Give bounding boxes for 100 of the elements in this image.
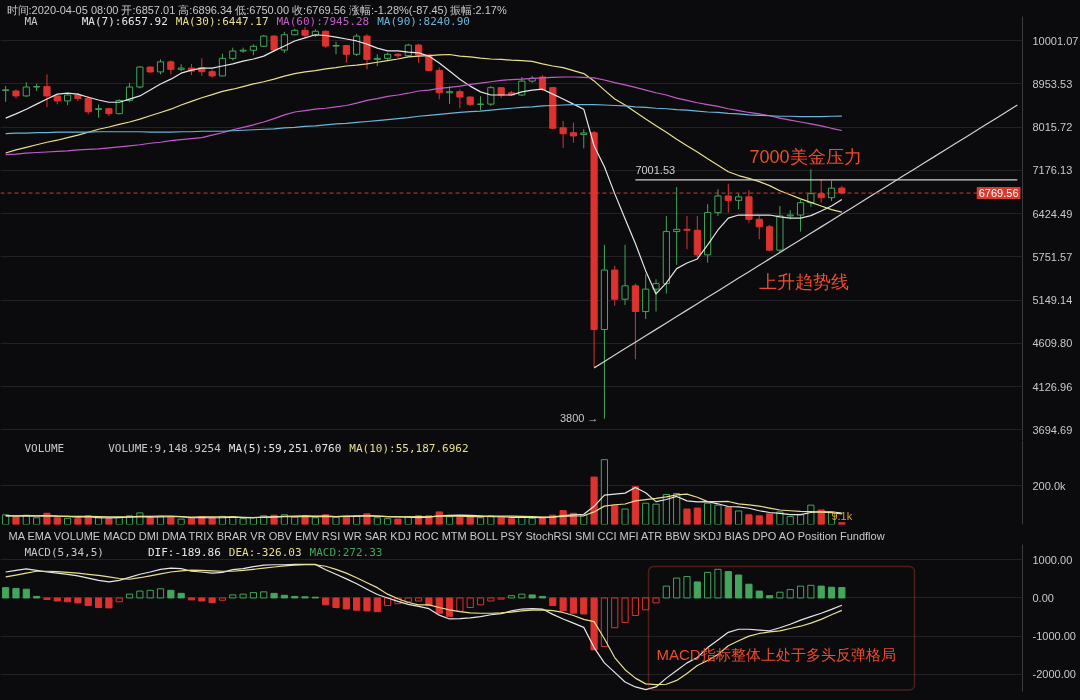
bar: [456, 597, 464, 612]
line-series: [593, 104, 1018, 369]
candlestick: [755, 215, 763, 240]
candlestick: [456, 88, 464, 109]
bar: [53, 517, 61, 525]
bar: [404, 597, 412, 603]
bar: [704, 571, 712, 599]
y-tick-label: 6424.49: [1032, 207, 1073, 220]
bar: [22, 588, 30, 599]
bar: [198, 597, 206, 602]
bar: [714, 568, 722, 599]
annotation: 上升趋势线: [758, 271, 849, 292]
bar: [239, 518, 247, 525]
y-tick-label: 1000.00: [1032, 553, 1073, 566]
bar: [2, 587, 10, 599]
candlestick: [394, 52, 402, 59]
candlestick: [796, 199, 805, 233]
text: MA(7):6657.92: [81, 15, 168, 28]
bar: [249, 592, 258, 599]
bar: [260, 591, 268, 599]
bar: [817, 585, 825, 599]
y-tick-label: 3694.69: [1032, 423, 1073, 436]
bar: [693, 507, 701, 525]
y-tick-label: 5149.14: [1032, 294, 1073, 307]
bar: [53, 597, 61, 602]
bar: [755, 590, 763, 599]
candlestick: [363, 33, 371, 70]
bar: [476, 517, 485, 525]
series-label: DEA:-326.03: [228, 546, 302, 559]
bar: [765, 595, 774, 599]
bar: [414, 597, 423, 602]
bar: [332, 597, 340, 608]
bar: [724, 571, 732, 599]
bar: [683, 576, 691, 599]
bar: [838, 587, 846, 599]
candlestick: [673, 186, 681, 266]
candlestick: [765, 224, 774, 252]
bar: [673, 577, 681, 599]
candlestick: [714, 188, 722, 217]
bar: [84, 597, 92, 607]
bar: [827, 586, 836, 599]
bar: [156, 588, 165, 599]
bar: [745, 583, 753, 599]
bar: [652, 503, 660, 525]
bar: [600, 597, 609, 647]
text: MA(90):8240.90: [377, 15, 470, 28]
bar: [12, 587, 20, 599]
bar: [64, 597, 72, 603]
y-tick-label: -2000.00: [1032, 668, 1076, 681]
bar: [683, 508, 691, 525]
legend-title: VOLUME: [24, 442, 65, 455]
bar: [735, 574, 743, 599]
candlestick: [652, 278, 660, 313]
bar: [611, 504, 619, 525]
bar: [136, 590, 144, 599]
y-tick-label: 7176.13: [1032, 164, 1073, 177]
candlestick: [84, 95, 92, 115]
y-tick-label: 200.0k: [1032, 479, 1067, 492]
y-tick-label: 8953.53: [1032, 77, 1073, 90]
bar: [590, 597, 598, 651]
legend-title: MACD(5,34,5): [24, 546, 104, 559]
bar: [642, 597, 650, 611]
bar: [704, 502, 712, 525]
bar: [280, 594, 288, 599]
bar: [652, 597, 660, 604]
bar: [569, 597, 578, 614]
bar: [208, 597, 216, 604]
text: MA(10):55,187.6962: [349, 442, 469, 455]
bar: [786, 589, 794, 599]
text: MA(60):7945.28: [276, 15, 370, 28]
y-tick-label: 5751.57: [1032, 250, 1073, 263]
bar: [167, 516, 175, 525]
bar: [105, 597, 113, 609]
bar: [693, 581, 701, 599]
bar: [796, 585, 805, 599]
candlestick: [218, 53, 227, 77]
bar: [528, 517, 536, 525]
annotation: VOLUME:9,148.9254: [108, 442, 222, 455]
bar: [631, 597, 639, 617]
bar: [807, 584, 815, 599]
bar: [33, 517, 41, 525]
bar: [177, 518, 185, 525]
bar: [74, 597, 82, 604]
candlestick: [642, 273, 650, 320]
annotation: 7000美金压力: [749, 147, 862, 168]
bar: [74, 518, 82, 525]
bar: [580, 597, 588, 615]
series-label: DIF:-189.86: [147, 546, 221, 559]
bar: [208, 517, 216, 525]
candlestick: [332, 41, 340, 55]
bar: [105, 518, 113, 525]
bar: [125, 593, 134, 599]
bar: [507, 595, 516, 599]
bar: [466, 516, 474, 525]
bar: [580, 514, 588, 525]
bar: [786, 516, 794, 525]
bar: [724, 506, 732, 525]
bar: [611, 597, 619, 629]
bar: [177, 592, 185, 599]
bar: [631, 486, 639, 525]
